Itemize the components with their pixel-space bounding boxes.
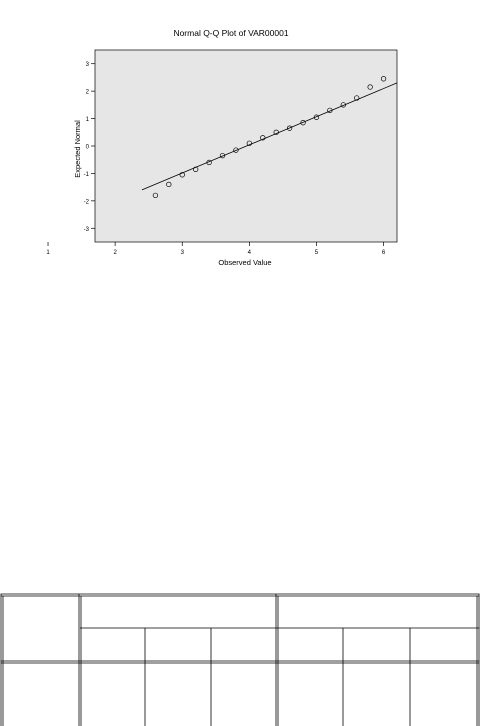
x-axis-ticks: 1 2 3 4 5 6 (46, 242, 386, 256)
data-point (327, 107, 333, 113)
data-point (286, 125, 293, 131)
x-tick-label: 1 (46, 250, 50, 256)
data-point (340, 102, 346, 108)
y-axis-label: Expected Normal (73, 120, 82, 178)
data-point (219, 152, 226, 159)
y-tick-label: -1 (84, 172, 90, 178)
y-axis-ticks: 3 2 1 0 -1 -2 -3 (84, 62, 95, 233)
reference-line (141, 82, 398, 191)
data-point (354, 95, 360, 101)
x-tick-label: 2 (113, 250, 117, 256)
reference-line-group (141, 82, 398, 191)
x-tick-label: 5 (315, 250, 319, 256)
y-tick-label: -3 (84, 227, 90, 233)
y-tick-label: 0 (86, 145, 90, 151)
data-point (300, 120, 306, 126)
data-point (313, 114, 320, 120)
x-tick-label: 6 (382, 250, 386, 256)
data-points (152, 76, 387, 199)
data-point (233, 147, 239, 153)
data-point (152, 192, 159, 199)
x-tick-label: 4 (248, 250, 252, 256)
data-point (367, 84, 373, 90)
qq-plot-chart: Normal Q-Q Plot of VAR00001 3 2 1 0 -1 -2 -3 1… (46, 28, 398, 267)
y-tick-label: 1 (86, 117, 90, 123)
chart-title: Normal Q-Q Plot of VAR00001 (173, 28, 288, 38)
x-axis-label: Observed Value (218, 258, 271, 267)
x-tick-label: 3 (181, 250, 185, 256)
data-point (380, 76, 387, 82)
data-point (246, 140, 253, 146)
data-point (193, 166, 199, 172)
empty-results-table (0, 593, 480, 726)
data-point (179, 172, 185, 178)
data-point (273, 129, 279, 135)
y-tick-label: 3 (86, 62, 90, 68)
y-tick-label: 2 (86, 90, 90, 96)
data-point (206, 159, 212, 166)
data-point (166, 181, 172, 188)
data-point (260, 135, 266, 141)
y-tick-label: -2 (84, 199, 90, 205)
